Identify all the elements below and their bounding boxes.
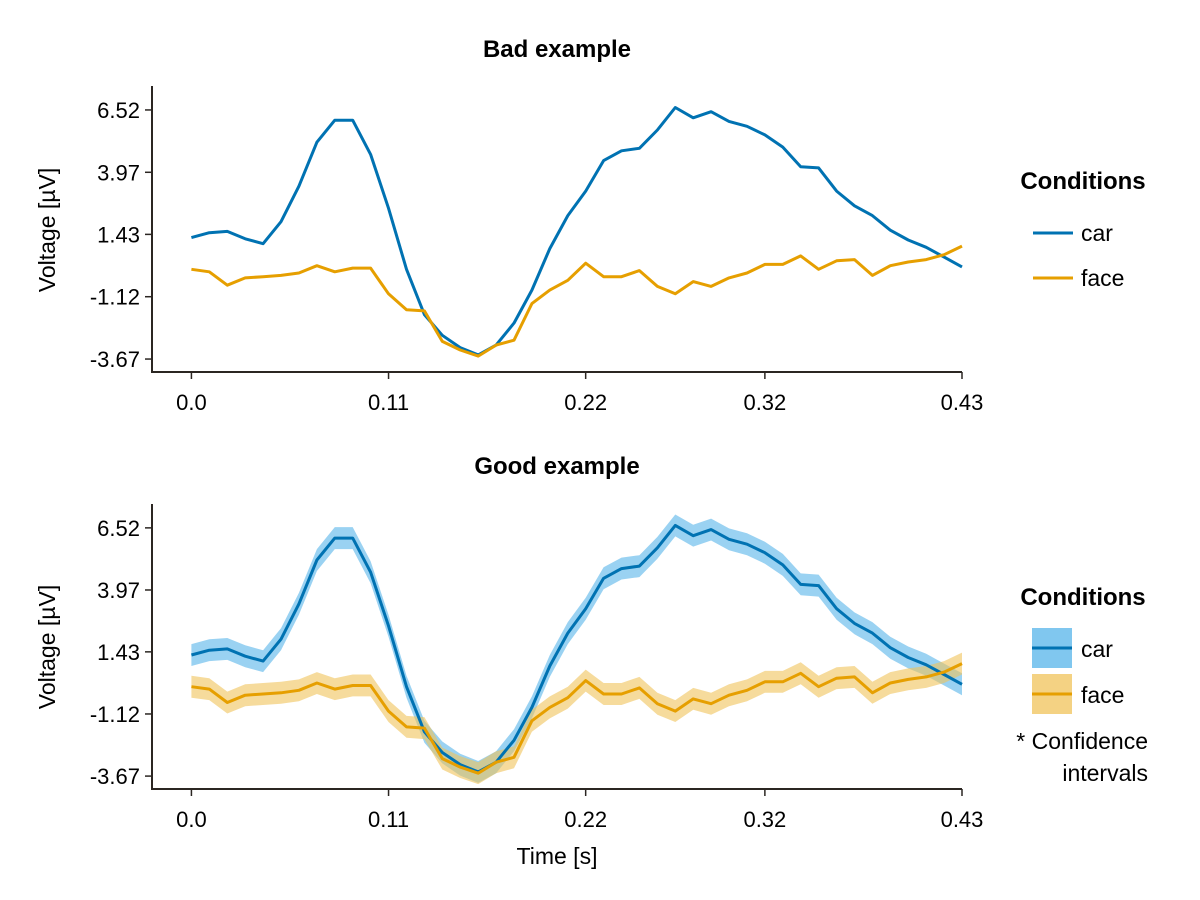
x-tick-label: 0.32	[743, 390, 786, 415]
bad-example-x-ticks: 0.0 0.11 0.22 0.32 0.43	[176, 372, 983, 415]
x-tick-label: 0.43	[941, 807, 984, 832]
y-tick-label: -1.12	[90, 702, 140, 727]
legend-car-label: car	[1081, 636, 1113, 662]
x-tick-label: 0.11	[368, 807, 409, 832]
good-example-y-axis-label: Voltage [µV]	[34, 585, 60, 710]
good-example-legend: Conditions car face * Confidence interva…	[1016, 584, 1148, 786]
x-tick-label: 0.0	[176, 807, 207, 832]
good-example-series	[191, 523, 963, 775]
y-tick-label: 3.97	[97, 578, 140, 603]
y-tick-label: -3.67	[90, 347, 140, 372]
bad-example-series	[191, 106, 963, 358]
legend-title: Conditions	[1020, 168, 1145, 195]
car-confidence-band	[191, 514, 962, 783]
face-line	[191, 662, 963, 775]
x-tick-label: 0.32	[743, 807, 786, 832]
y-tick-label: 1.43	[97, 222, 140, 247]
y-tick-label: 1.43	[97, 640, 140, 665]
car-line	[191, 523, 963, 774]
bad-example-y-axis-label: Voltage [µV]	[34, 168, 60, 293]
good-example-panel: Good example Voltage [µV] 6.52 3.97 1.43 -1…	[34, 453, 983, 869]
good-example-x-ticks: 0.0 0.11 0.22 0.32 0.43	[176, 789, 983, 832]
bad-example-legend: Conditions car face	[1020, 168, 1145, 291]
confidence-note-line2: intervals	[1062, 760, 1148, 786]
y-tick-label: -1.12	[90, 285, 140, 310]
good-example-x-axis-label: Time [s]	[517, 843, 598, 869]
car-line	[191, 106, 963, 357]
x-tick-label: 0.22	[564, 807, 607, 832]
bad-example-panel: Bad example Voltage [µV] 6.52 3.97 1.43 -1.…	[34, 36, 983, 415]
x-tick-label: 0.11	[368, 390, 409, 415]
y-tick-label: 6.52	[97, 98, 140, 123]
good-example-confidence-bands	[191, 514, 962, 785]
bad-example-title: Bad example	[483, 36, 631, 63]
y-tick-label: 3.97	[97, 160, 140, 185]
legend-car-label: car	[1081, 220, 1113, 246]
legend-face-label: face	[1081, 265, 1124, 291]
legend-face-label: face	[1081, 682, 1124, 708]
good-example-title: Good example	[474, 453, 639, 480]
x-tick-label: 0.0	[176, 390, 207, 415]
confidence-note-line1: * Confidence	[1016, 728, 1148, 754]
face-confidence-band	[191, 652, 962, 785]
x-tick-label: 0.43	[941, 390, 984, 415]
x-tick-label: 0.22	[564, 390, 607, 415]
y-tick-label: -3.67	[90, 764, 140, 789]
face-line	[191, 244, 963, 358]
good-example-y-ticks: 6.52 3.97 1.43 -1.12 -3.67	[90, 516, 152, 789]
legend-title: Conditions	[1020, 584, 1145, 611]
y-tick-label: 6.52	[97, 516, 140, 541]
bad-example-y-ticks: 6.52 3.97 1.43 -1.12 -3.67	[90, 98, 152, 372]
